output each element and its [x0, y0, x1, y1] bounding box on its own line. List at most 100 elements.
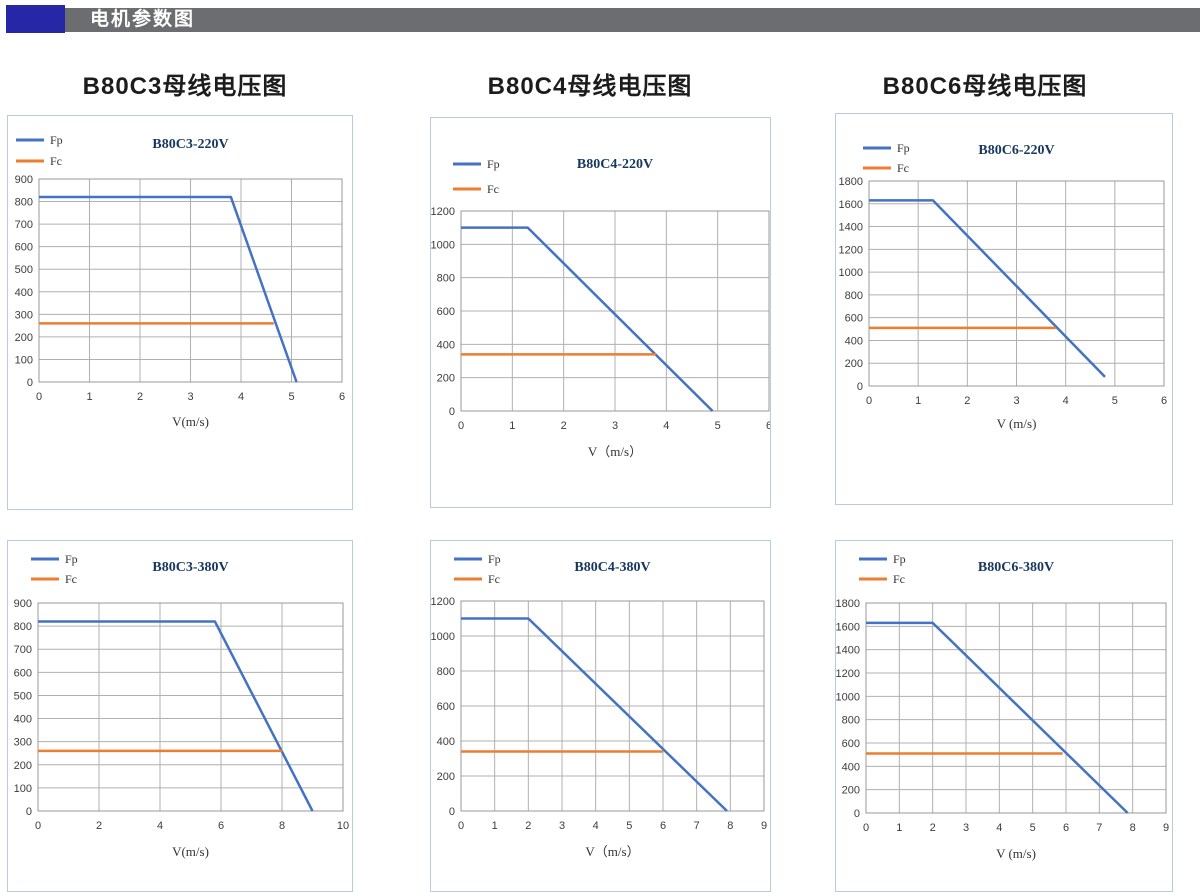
svg-text:400: 400 [437, 736, 455, 748]
chart-title: B80C6-380V [978, 560, 1054, 575]
svg-text:500: 500 [14, 690, 32, 702]
svg-text:1600: 1600 [836, 621, 860, 633]
svg-text:0: 0 [35, 820, 41, 832]
x-axis-label: V (m/s) [997, 416, 1037, 431]
chart-panel-b80c4-220v: 0 1 2 3 4 5 6 0 200 400 600 800 1000 1200 B80C4-220V Fp… [430, 117, 771, 508]
svg-text:4: 4 [996, 822, 1002, 834]
grid [460, 600, 765, 812]
series-line-fp [38, 620, 314, 812]
legend-label-fp: Fp [65, 552, 78, 566]
svg-text:800: 800 [842, 715, 860, 727]
plot-border [460, 600, 765, 812]
svg-text:0: 0 [863, 822, 869, 834]
svg-text:6: 6 [660, 820, 666, 832]
chart-panel-b80c4-380v: 0 1 2 3 4 5 6 7 8 9 0 200 400 600 800 1000 1200 B80C4-380… [430, 540, 771, 892]
x-axis-label: V(m/s) [172, 414, 209, 429]
header-bar: 电机参数图 [65, 8, 1200, 32]
svg-text:0: 0 [458, 820, 464, 832]
svg-text:0: 0 [458, 420, 464, 432]
column-title-b80c3: B80C3母线电压图 [82, 73, 288, 100]
chart-canvas-b80c6-220v: 0 1 2 3 4 5 6 0 200 400 600 800 1000 1200 1400 1600 1800… [839, 141, 1168, 431]
svg-text:1200: 1200 [431, 206, 455, 218]
svg-text:3: 3 [1013, 395, 1019, 407]
chart-panel-b80c3-220v: 0 1 2 3 4 5 6 0 100 200 300 400 500 600 700 800 900 B80C3… [7, 115, 353, 510]
legend-label-fc: Fc [50, 154, 62, 168]
svg-text:2: 2 [525, 820, 531, 832]
legend-label-fc: Fc [897, 161, 909, 175]
svg-text:800: 800 [14, 621, 32, 633]
svg-text:200: 200 [437, 771, 455, 783]
svg-text:4: 4 [593, 820, 599, 832]
svg-text:2: 2 [96, 820, 102, 832]
svg-text:1000: 1000 [836, 691, 860, 703]
chart-canvas-b80c6-380v: 0 1 2 3 4 5 6 7 8 9 0 200 400 600 800 1000 1200 1400 1600 1… [836, 552, 1169, 861]
svg-text:9: 9 [1163, 822, 1169, 834]
svg-text:3: 3 [963, 822, 969, 834]
svg-text:4: 4 [238, 391, 244, 403]
svg-text:800: 800 [845, 290, 863, 302]
chart-canvas-b80c4-380v: 0 1 2 3 4 5 6 7 8 9 0 200 400 600 800 1000 1200 B80C4-380… [431, 552, 767, 859]
chart-title: B80C4-380V [574, 560, 650, 575]
x-axis-label: V（m/s） [588, 444, 642, 459]
svg-text:0: 0 [449, 406, 455, 418]
svg-text:6: 6 [766, 420, 770, 432]
svg-text:0: 0 [449, 806, 455, 818]
svg-text:0: 0 [27, 377, 33, 389]
svg-text:9: 9 [761, 820, 767, 832]
legend-label-fc: Fc [893, 572, 905, 586]
svg-text:600: 600 [14, 667, 32, 679]
svg-text:300: 300 [14, 737, 32, 749]
svg-text:2: 2 [930, 822, 936, 834]
svg-text:1: 1 [86, 391, 92, 403]
svg-text:6: 6 [1161, 395, 1167, 407]
svg-text:1200: 1200 [836, 668, 860, 680]
svg-text:400: 400 [437, 339, 455, 351]
svg-text:7: 7 [1096, 822, 1102, 834]
svg-text:400: 400 [842, 761, 860, 773]
svg-text:1: 1 [492, 820, 498, 832]
svg-text:800: 800 [437, 273, 455, 285]
svg-text:600: 600 [845, 313, 863, 325]
legend-label-fp: Fp [487, 157, 500, 171]
svg-text:0: 0 [26, 806, 32, 818]
chart-canvas-b80c4-220v: 0 1 2 3 4 5 6 0 200 400 600 800 1000 1200 B80C4-220V Fp… [431, 157, 770, 459]
series-line-fp [461, 617, 728, 812]
legend-label-fc: Fc [488, 572, 500, 586]
svg-text:300: 300 [15, 309, 33, 321]
series-line-fp [461, 226, 714, 412]
chart-canvas-b80c3-380v: 0 2 4 6 8 100100200300400500600700800900B80C3… [14, 552, 349, 859]
x-axis-label: V (m/s) [996, 846, 1036, 861]
svg-text:1400: 1400 [839, 222, 863, 234]
series-line-fp [39, 195, 298, 383]
svg-text:700: 700 [15, 219, 33, 231]
plot-border [865, 602, 1167, 814]
legend-label-fp: Fp [50, 133, 63, 147]
svg-text:600: 600 [15, 242, 33, 254]
svg-text:5: 5 [1112, 395, 1118, 407]
svg-text:200: 200 [14, 760, 32, 772]
chart-title: B80C4-220V [577, 157, 653, 172]
chart-title: B80C6-220V [978, 143, 1054, 158]
svg-text:0: 0 [866, 395, 872, 407]
svg-text:8: 8 [727, 820, 733, 832]
svg-text:3: 3 [612, 420, 618, 432]
svg-text:200: 200 [845, 358, 863, 370]
plot-border [38, 178, 343, 383]
svg-text:600: 600 [437, 306, 455, 318]
svg-text:200: 200 [437, 373, 455, 385]
plot-border [460, 210, 770, 412]
svg-text:1000: 1000 [431, 239, 455, 251]
svg-text:5: 5 [715, 420, 721, 432]
svg-text:1800: 1800 [839, 176, 863, 188]
svg-text:10: 10 [337, 820, 349, 832]
x-axis-label: V（m/s） [585, 844, 639, 859]
legend-label-fp: Fp [893, 552, 906, 566]
chart-canvas-b80c3-220v: 0 1 2 3 4 5 6 0 100 200 300 400 500 600 700 800 900 B80C3… [15, 133, 345, 429]
column-title-b80c6: B80C6母线电压图 [882, 73, 1088, 100]
svg-text:1: 1 [915, 395, 921, 407]
svg-text:8: 8 [1130, 822, 1136, 834]
plot-border [868, 180, 1165, 387]
svg-text:4: 4 [1063, 395, 1069, 407]
series-line-fp [869, 199, 1106, 378]
svg-text:6: 6 [1063, 822, 1069, 834]
